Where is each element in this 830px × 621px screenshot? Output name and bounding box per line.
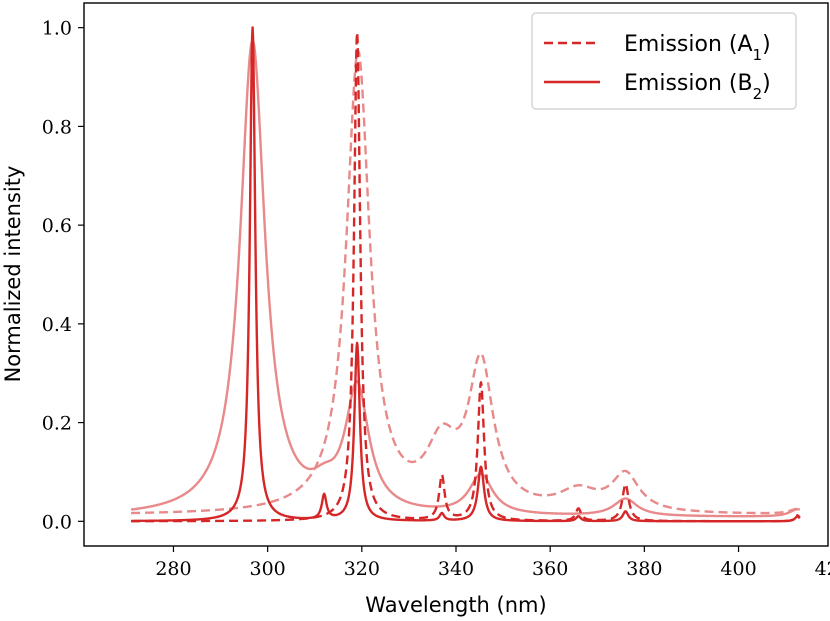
series-line-B2-broad (130, 39, 801, 518)
y-tick-label: 0.4 (42, 314, 72, 336)
legend-box (531, 12, 797, 110)
x-axis-label: Wavelength (nm) (365, 593, 546, 617)
x-tick-label: 360 (532, 558, 568, 580)
y-tick-label: 1.0 (42, 18, 72, 40)
y-axis-label: Normalized intensity (1, 166, 25, 383)
y-tick-label: 0.0 (42, 511, 72, 533)
x-tick-label: 300 (250, 558, 286, 580)
x-tick-label: 280 (155, 558, 191, 580)
x-tick-label: 420 (815, 558, 830, 580)
legend-label-emission-a1: Emission (A1) (624, 32, 771, 64)
y-tick-label: 0.6 (42, 215, 72, 237)
x-tick-label: 320 (344, 558, 380, 580)
x-tick-label: 340 (438, 558, 474, 580)
series-line-B2-narrow (130, 26, 801, 523)
x-axis: 280 300 320 340 360 380 400 420 (155, 546, 830, 580)
y-tick-label: 0.8 (42, 116, 72, 138)
y-axis: 0.0 0.2 0.4 0.6 0.8 1.0 (42, 18, 84, 533)
y-tick-label: 0.2 (42, 413, 72, 435)
legend-label-emission-b2: Emission (B2) (624, 71, 771, 103)
plot-area (130, 26, 801, 523)
series-line-A1-broad (130, 49, 801, 515)
x-tick-label: 400 (720, 558, 756, 580)
x-tick-label: 380 (626, 558, 662, 580)
legend: Emission (A1) Emission (B2) (531, 12, 797, 110)
